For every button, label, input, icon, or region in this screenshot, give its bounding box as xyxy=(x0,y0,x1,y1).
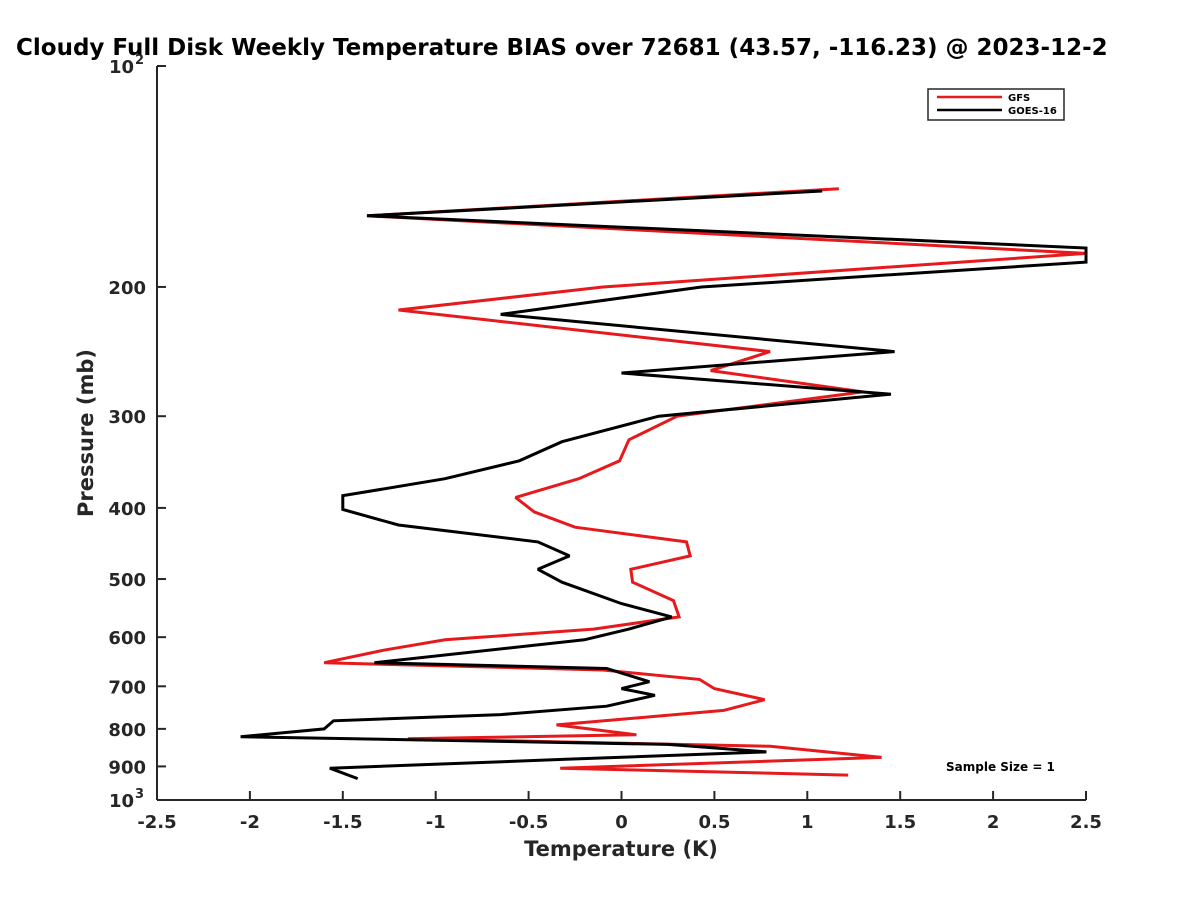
y-tick-label: 600 xyxy=(108,628,146,649)
legend-box xyxy=(927,88,1065,121)
y-tick-label: 400 xyxy=(108,499,146,520)
x-tick-label: -2 xyxy=(240,812,260,833)
x-tick-label: 1.5 xyxy=(884,812,916,833)
x-tick-label: 2.5 xyxy=(1070,812,1102,833)
y-tick-label: 900 xyxy=(108,757,146,778)
series-lines xyxy=(240,187,1088,781)
sample-size-annotation: Sample Size = 1 xyxy=(946,760,1055,774)
x-tick-label: 2 xyxy=(987,812,1000,833)
y-tick-label: 700 xyxy=(108,677,146,698)
x-tick-label: -0.5 xyxy=(509,812,548,833)
x-tick-label: -1.5 xyxy=(323,812,362,833)
y-tick-label: 500 xyxy=(108,570,146,591)
x-axis-label: Temperature (K) xyxy=(524,837,718,861)
y-tick-label: 10 xyxy=(109,57,134,78)
legend: GFS GOES-16 xyxy=(927,88,1065,121)
y-axis-label: Pressure (mb) xyxy=(74,349,98,517)
x-tick-label: 0 xyxy=(615,812,628,833)
y-tick-label: 800 xyxy=(108,720,146,741)
legend-label-goes16: GOES-16 xyxy=(1008,106,1057,117)
chart-title: Cloudy Full Disk Weekly Temperature BIAS… xyxy=(16,35,1108,61)
legend-label-gfs: GFS xyxy=(1008,93,1030,104)
x-ticks: -2.5 -2 -1.5 -1 -0.5 0 0.5 1 1.5 2 2.5 xyxy=(137,791,1102,833)
x-tick-label: -1 xyxy=(426,812,446,833)
series-line-gfs xyxy=(323,187,1087,777)
y-tick-label: 300 xyxy=(108,407,146,428)
series-line-goes16 xyxy=(240,189,1088,781)
y-tick-label: 10 xyxy=(109,791,134,812)
x-tick-label: 1 xyxy=(801,812,814,833)
y-tick-exponent: 2 xyxy=(135,53,144,68)
y-tick-exponent: 3 xyxy=(135,787,144,802)
x-tick-label: 0.5 xyxy=(698,812,730,833)
y-tick-label: 200 xyxy=(108,278,146,299)
x-tick-label: -2.5 xyxy=(137,812,176,833)
